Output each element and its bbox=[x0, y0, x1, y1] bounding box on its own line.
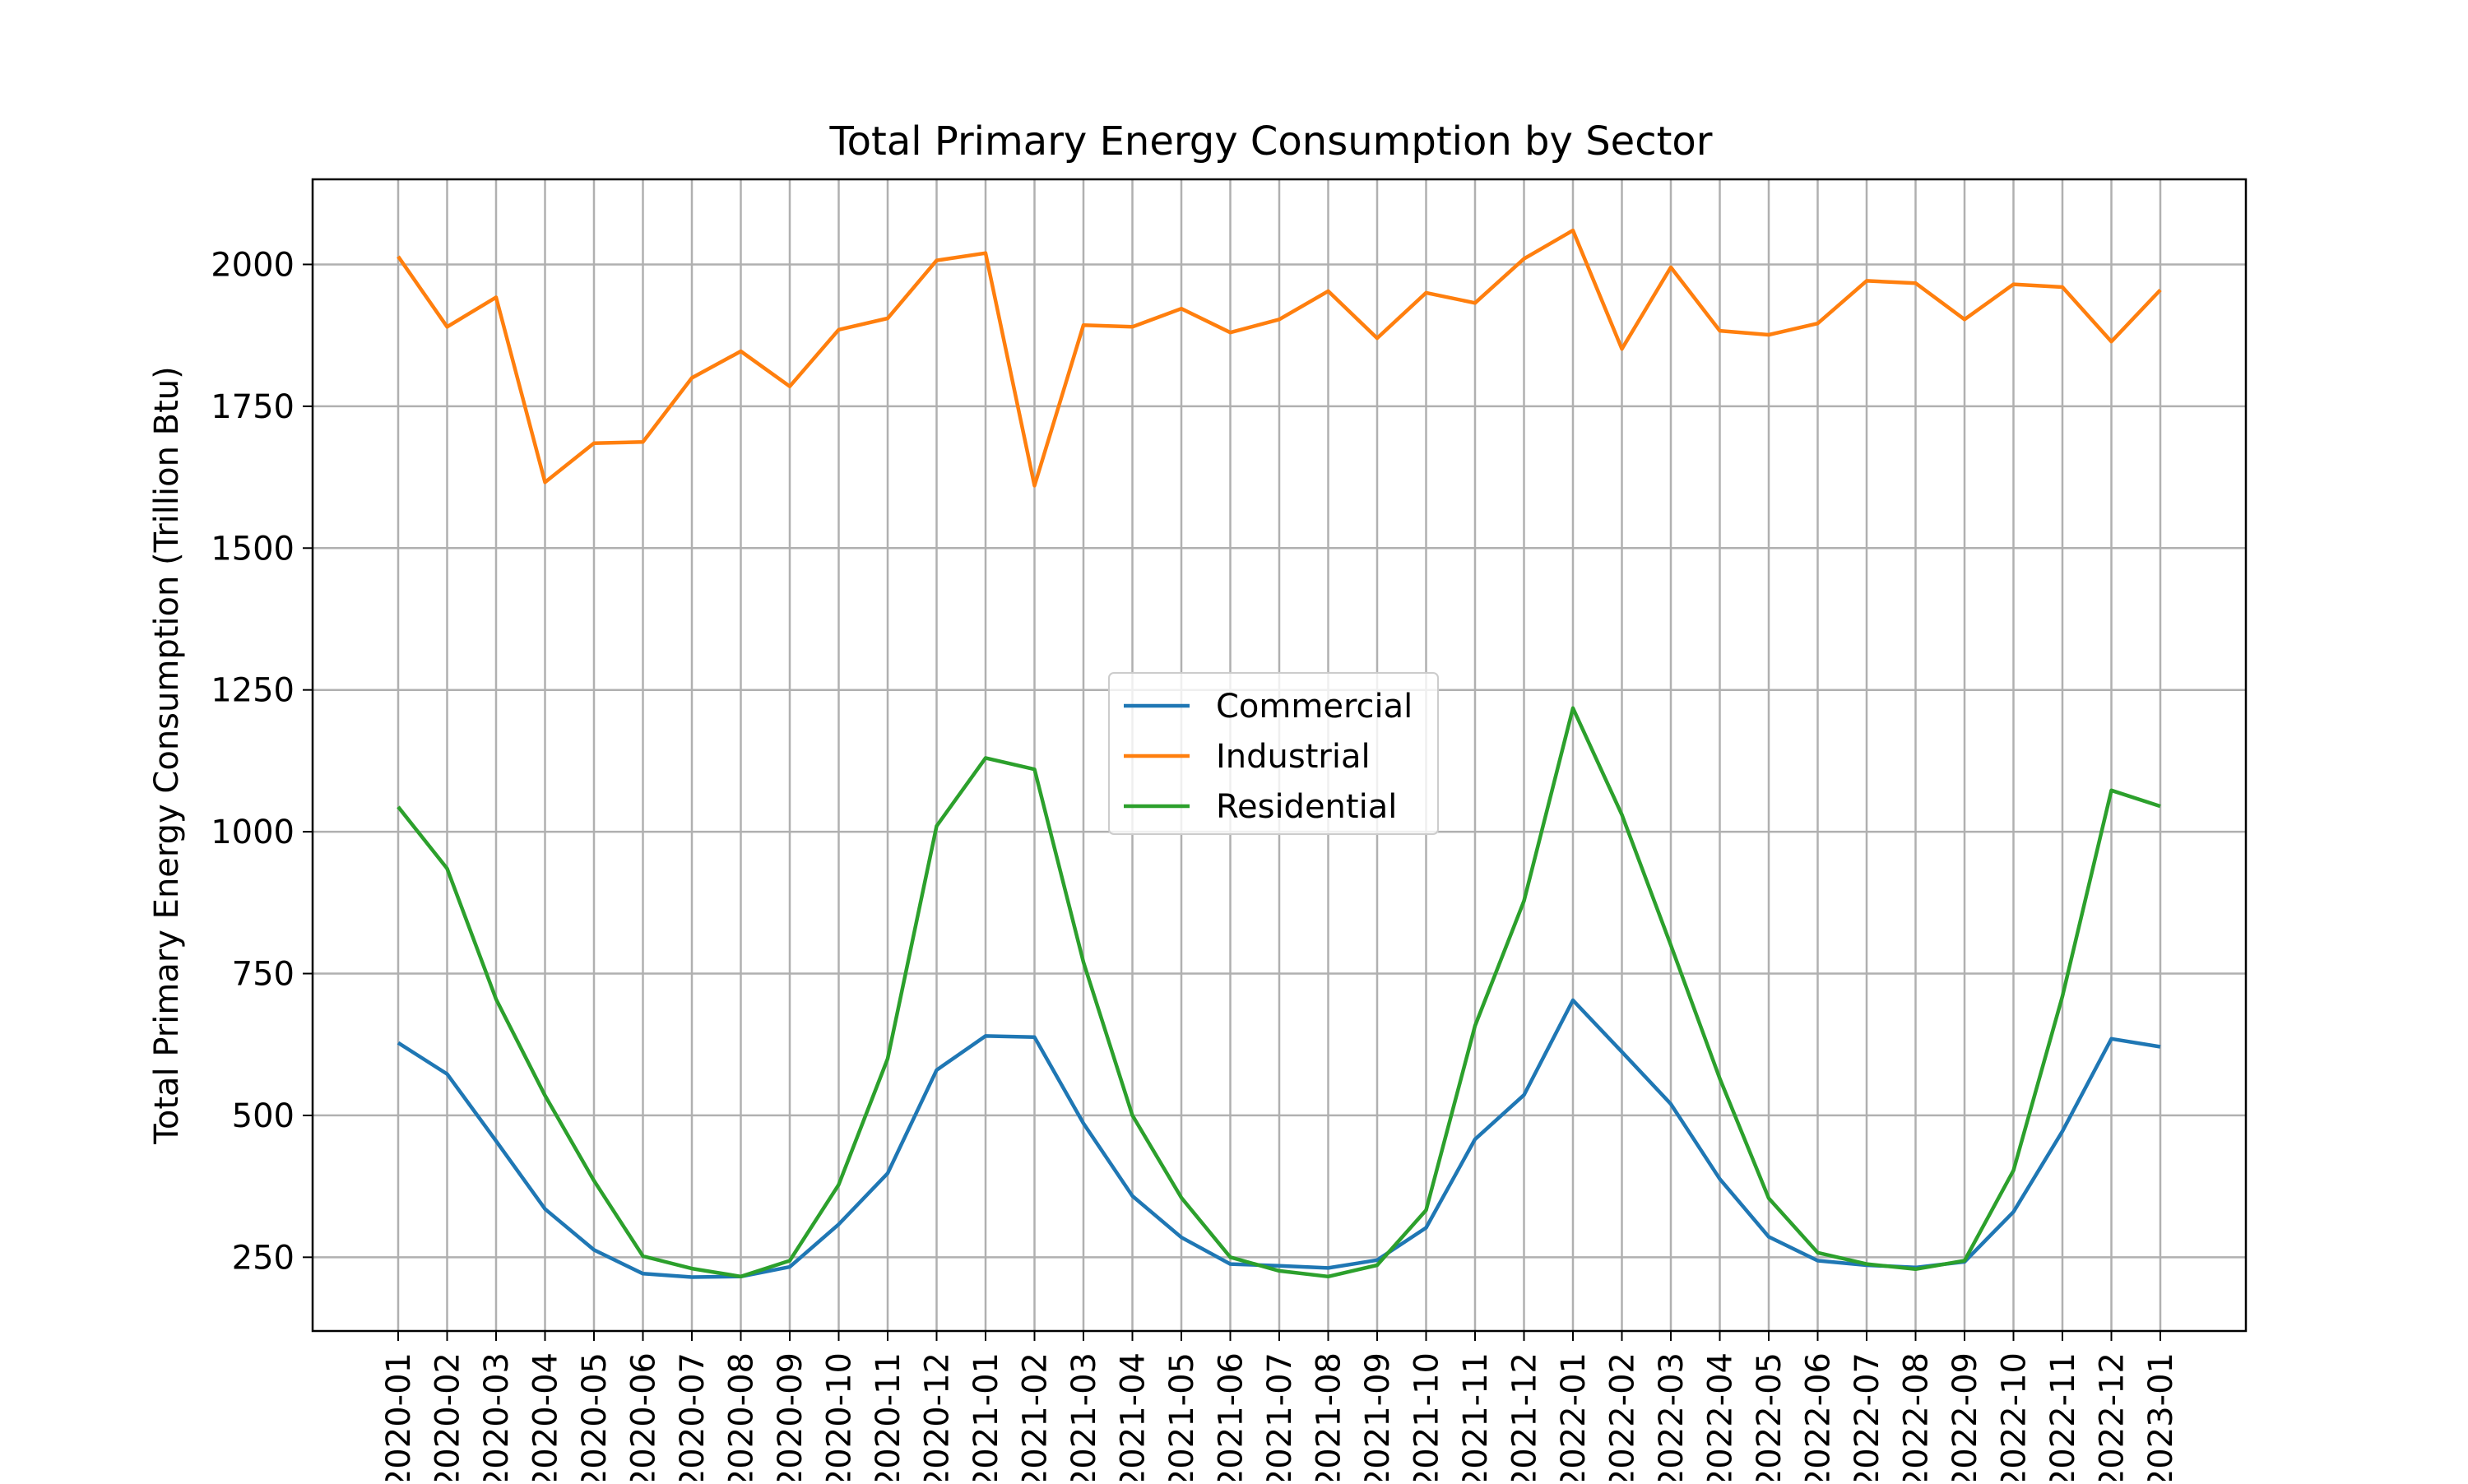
x-tick-label: 2022-06 bbox=[1800, 1352, 1838, 1481]
y-tick-label: 1250 bbox=[211, 672, 295, 710]
legend-box bbox=[1108, 672, 1439, 835]
x-tick-label: 2020-12 bbox=[919, 1352, 957, 1481]
x-tick-label: 2022-12 bbox=[2094, 1352, 2132, 1481]
x-tick-label: 2021-01 bbox=[967, 1352, 1005, 1481]
x-tick-label: 2020-04 bbox=[527, 1352, 565, 1481]
x-tick-label: 2020-11 bbox=[870, 1352, 907, 1481]
x-tick-label: 2020-02 bbox=[429, 1352, 467, 1481]
x-tick-label: 2021-08 bbox=[1311, 1352, 1348, 1481]
x-tick-label: 2022-07 bbox=[1849, 1352, 1886, 1481]
series-lines bbox=[397, 228, 2162, 1279]
y-axis-ticks: 250 500 750 1000 1250 1500 1750 2000 bbox=[211, 246, 313, 1277]
x-tick-label: 2022-08 bbox=[1898, 1352, 1936, 1481]
x-tick-label: 2020-03 bbox=[478, 1352, 516, 1481]
x-tick-label: 2021-02 bbox=[1017, 1352, 1055, 1481]
x-tick-label: 2022-05 bbox=[1751, 1352, 1788, 1481]
y-axis-label: Total Primary Energy Consumption (Trilli… bbox=[148, 366, 186, 1145]
legend-label: Commercial bbox=[1216, 688, 1413, 726]
series-line-residential bbox=[397, 706, 2161, 1279]
x-tick-label: 2022-03 bbox=[1653, 1352, 1691, 1481]
x-tick-label: 2020-10 bbox=[821, 1352, 859, 1481]
x-tick-label: 2020-07 bbox=[674, 1352, 712, 1481]
y-tick-label: 250 bbox=[232, 1239, 295, 1277]
y-tick-label: 1750 bbox=[211, 388, 295, 426]
x-tick-label: 2020-09 bbox=[772, 1352, 810, 1481]
x-tick-label: 2021-07 bbox=[1261, 1352, 1299, 1481]
series-line-industrial bbox=[397, 228, 2162, 488]
x-tick-label: 2020-08 bbox=[723, 1352, 761, 1481]
x-tick-label: 2021-05 bbox=[1163, 1352, 1201, 1481]
x-tick-label: 2021-09 bbox=[1359, 1352, 1397, 1481]
x-tick-label: 2021-03 bbox=[1065, 1352, 1103, 1481]
x-tick-label: 2020-06 bbox=[625, 1352, 663, 1481]
x-tick-label: 2022-10 bbox=[1996, 1352, 2034, 1481]
x-tick-label: 2022-11 bbox=[2044, 1352, 2082, 1481]
x-tick-label: 2022-02 bbox=[1604, 1352, 1642, 1481]
y-tick-label: 750 bbox=[232, 956, 295, 994]
y-tick-label: 1000 bbox=[211, 814, 295, 851]
x-tick-label: 2022-04 bbox=[1702, 1352, 1740, 1481]
x-tick-label: 2020-05 bbox=[576, 1352, 614, 1481]
x-tick-label: 2021-12 bbox=[1506, 1352, 1544, 1481]
legend: Commercial Industrial Residential bbox=[1108, 672, 1439, 835]
legend-label: Residential bbox=[1216, 788, 1397, 826]
x-tick-label: 2023-01 bbox=[2142, 1352, 2180, 1481]
legend-label: Industrial bbox=[1216, 738, 1371, 776]
x-tick-label: 2022-01 bbox=[1555, 1352, 1593, 1481]
x-axis-ticks: 2020-01 2020-02 2020-03 2020-04 2020-05 2020-… bbox=[380, 1331, 2180, 1484]
chart-title: Total Primary Energy Consumption by Sect… bbox=[828, 118, 1712, 165]
y-tick-label: 500 bbox=[232, 1097, 295, 1135]
x-tick-label: 2022-09 bbox=[1946, 1352, 1984, 1481]
x-tick-label: 2020-01 bbox=[380, 1352, 418, 1481]
x-tick-label: 2021-11 bbox=[1457, 1352, 1495, 1481]
y-tick-label: 2000 bbox=[211, 246, 295, 284]
y-tick-label: 1500 bbox=[211, 530, 295, 568]
x-tick-label: 2021-04 bbox=[1115, 1352, 1153, 1481]
x-tick-label: 2021-06 bbox=[1213, 1352, 1250, 1481]
x-tick-label: 2021-10 bbox=[1408, 1352, 1446, 1481]
